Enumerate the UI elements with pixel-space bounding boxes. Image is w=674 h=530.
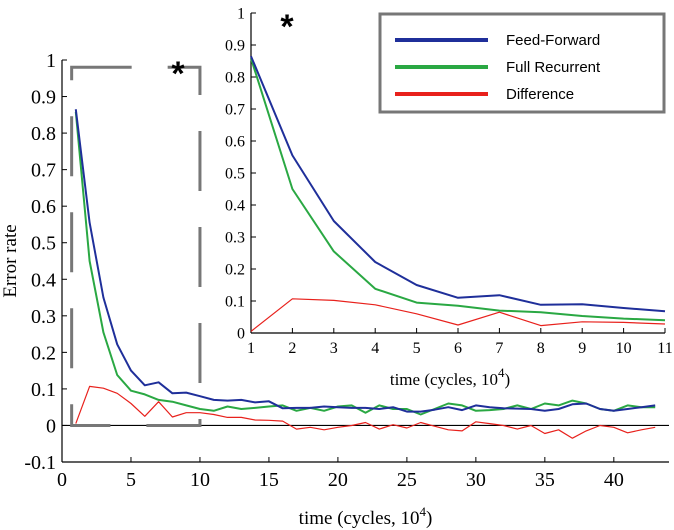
- series-line-difference: [250, 298, 666, 332]
- legend-label: Feed-Forward: [506, 32, 600, 49]
- y-tick-label: 0.5: [31, 233, 56, 255]
- x-axis-label: time (cycles, 104): [390, 365, 510, 389]
- y-tick-label: 0.1: [225, 294, 245, 311]
- x-tick-label: 2: [288, 340, 296, 357]
- x-tick-label: 4: [371, 340, 379, 357]
- x-tick-label: 10: [190, 469, 210, 491]
- x-tick-label: 1: [247, 340, 255, 357]
- x-tick-label: 8: [537, 340, 545, 357]
- y-tick-label: 0.7: [225, 102, 245, 119]
- x-axis-label-text: time (cycles, 10: [299, 508, 420, 529]
- x-tick-label: 11: [657, 340, 672, 357]
- x-axis-label: time (cycles, 104): [299, 504, 433, 529]
- y-tick-label: 0.4: [225, 198, 245, 215]
- y-tick-label: 0.4: [31, 269, 56, 291]
- series-line-full-recurrent: [250, 58, 666, 322]
- legend-label: Difference: [506, 86, 574, 103]
- y-tick-label: 0.3: [225, 230, 245, 247]
- y-tick-label: 0.2: [31, 342, 56, 364]
- x-axis-label-close: ): [504, 370, 510, 389]
- y-tick-label: 0.2: [225, 262, 245, 279]
- y-tick-label: 0.5: [225, 166, 245, 183]
- x-tick-label: 0: [57, 469, 67, 491]
- x-tick-label: 25: [397, 469, 417, 491]
- x-axis-label-exponent: 4: [420, 504, 427, 519]
- inset-chart: 00.10.20.30.40.50.60.70.80.911 2 3 4 5 6 7 8 9 10…: [206, 0, 674, 392]
- y-tick-label: 0.9: [225, 38, 245, 55]
- x-tick-label: 5: [413, 340, 421, 357]
- x-tick-label: 5: [126, 469, 136, 491]
- y-tick-label: 1: [46, 50, 56, 72]
- legend-label: Full Recurrent: [506, 59, 601, 76]
- x-tick-label: 20: [328, 469, 348, 491]
- legend: Feed-Forward Full Recurrent Difference: [378, 12, 666, 114]
- x-tick-label: 40: [604, 469, 624, 491]
- series-line-feed-forward: [74, 109, 656, 413]
- y-tick-label: 1: [237, 6, 245, 23]
- y-tick-label: 0.8: [31, 123, 56, 145]
- x-tick-label: 10: [616, 340, 632, 357]
- zoom-region-box: [70, 65, 202, 427]
- x-tick-label: 35: [535, 469, 555, 491]
- x-tick-label: 6: [454, 340, 462, 357]
- series-line-difference: [75, 385, 656, 439]
- x-tick-label: 30: [466, 469, 486, 491]
- x-axis-label-close: ): [426, 508, 432, 529]
- y-tick-label: 0: [46, 415, 56, 437]
- x-tick-label: 9: [578, 340, 586, 357]
- y-axis-label: Error rate: [0, 224, 21, 297]
- zoom-marker: *: [171, 55, 185, 93]
- main-chart: -0.100.10.20.30.40.50.60.70.80.910 5 10 15 2…: [0, 50, 669, 529]
- x-tick-label: 15: [259, 469, 279, 491]
- y-tick-label: 0.7: [31, 160, 56, 182]
- series-line-full-recurrent: [74, 111, 656, 416]
- x-tick-label: 3: [330, 340, 338, 357]
- x-axis-label-text: time (cycles, 10: [390, 370, 498, 389]
- series-line-feed-forward: [250, 55, 666, 313]
- y-tick-label: 0.6: [225, 134, 245, 151]
- x-axis-label-exponent: 4: [498, 365, 505, 380]
- y-tick-label: 0.8: [225, 70, 245, 87]
- y-tick-label: 0.6: [31, 196, 56, 218]
- inset-marker: *: [280, 8, 294, 46]
- y-tick-label: 0: [237, 326, 245, 343]
- y-tick-label: 0.1: [31, 379, 56, 401]
- y-tick-label: -0.1: [24, 452, 56, 474]
- x-tick-label: 7: [495, 340, 503, 357]
- y-tick-label: 0.3: [31, 306, 56, 328]
- y-tick-label: 0.9: [31, 87, 56, 109]
